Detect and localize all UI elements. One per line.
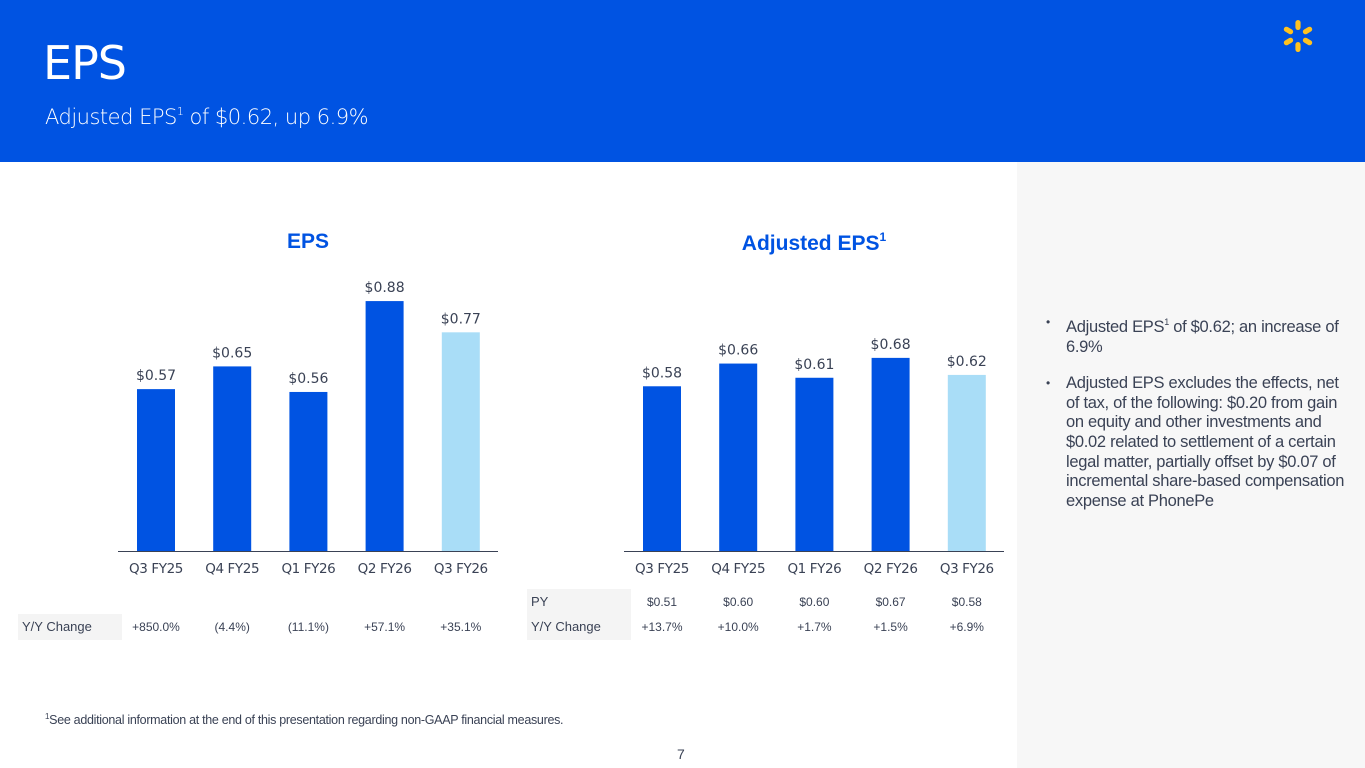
adjusted-eps-table-cell: $0.60 xyxy=(723,595,754,609)
header-banner: EPS Adjusted EPS1 of $0.62, up 6.9% xyxy=(0,0,1365,162)
eps-table-cell: (4.4%) xyxy=(214,620,250,634)
eps-table-cell: +57.1% xyxy=(364,620,406,634)
eps-table-cell: +850.0% xyxy=(132,620,180,634)
key-point-footnote-marker: 1 xyxy=(1164,317,1169,327)
adjusted-eps-x-tick-label: Q4 FY25 xyxy=(711,561,765,577)
adjusted-eps-table-row-label: PY xyxy=(531,594,549,609)
eps-x-tick-label: Q1 FY26 xyxy=(281,561,335,577)
eps-bar xyxy=(441,332,480,551)
key-point-text-rest: of $0.62; an increase of 6.9% xyxy=(1066,318,1339,356)
spark-ray xyxy=(1283,37,1294,46)
adjusted-eps-table-cell: +1.5% xyxy=(873,620,908,634)
key-point: • Adjusted EPS1 of $0.62; an increase of … xyxy=(1046,313,1346,357)
adjusted-eps-table-cell: $0.51 xyxy=(646,595,678,609)
adjusted-eps-data-label: $0.61 xyxy=(794,357,834,373)
adjusted-eps-table-cell: +10.0% xyxy=(717,620,759,634)
eps-bar xyxy=(365,301,404,551)
eps-x-tick-label: Q3 FY25 xyxy=(129,561,183,577)
key-point: • Adjusted EPS excludes the effects, net … xyxy=(1046,374,1346,511)
subtitle-text-rest: of $0.62, up 6.9% xyxy=(183,105,369,129)
eps-bar xyxy=(213,366,252,551)
page-title: EPS xyxy=(43,36,127,90)
eps-data-label: $0.77 xyxy=(441,311,481,327)
adjusted-eps-table-cell: $0.58 xyxy=(951,595,982,609)
adjusted-eps-table-cell: +1.7% xyxy=(797,620,832,634)
spark-ray xyxy=(1283,26,1294,35)
charts-canvas: $0.57 Q3 FY25 $0.65 Q4 FY25 $0.56 Q1 FY26 $0.8… xyxy=(118,280,1004,577)
eps-chart-title-text: EPS xyxy=(286,230,330,253)
eps-table-cell: +35.1% xyxy=(440,620,482,634)
adjusted-eps-bar xyxy=(947,374,986,551)
adjusted-eps-table-cell: +13.7% xyxy=(641,620,683,634)
bullet-icon: • xyxy=(1046,376,1050,391)
key-point-text: Adjusted EPS xyxy=(1066,318,1165,336)
subtitle-footnote-marker: 1 xyxy=(176,105,184,118)
spark-ray xyxy=(1302,37,1313,46)
adjusted-eps-x-tick-label: Q2 FY26 xyxy=(864,561,918,577)
adjusted-eps-x-tick-label: Q1 FY26 xyxy=(787,561,841,577)
eps-bar xyxy=(289,391,328,551)
adjusted-eps-bar xyxy=(643,386,681,551)
eps-x-tick-label: Q3 FY26 xyxy=(434,561,488,577)
eps-table-label-background xyxy=(18,614,122,640)
bullet-icon: • xyxy=(1046,315,1050,329)
adjusted-eps-bar xyxy=(795,377,834,551)
footnote-marker: 1 xyxy=(45,712,50,721)
eps-data-label: $0.57 xyxy=(136,368,176,384)
eps-table-row-label: Y/Y Change xyxy=(22,619,92,634)
adjusted-eps-table-cell: $0.60 xyxy=(799,595,830,609)
spark-ray xyxy=(1295,42,1301,52)
eps-table-cell: (11.1%) xyxy=(287,620,329,634)
side-panel xyxy=(1017,162,1365,768)
adjusted-eps-table-label-background xyxy=(527,589,631,640)
eps-data-label: $0.56 xyxy=(288,371,328,387)
adjusted-eps-footnote-marker: 1 xyxy=(879,230,887,244)
page-subtitle: Adjusted EPS1 of $0.62, up 6.9% xyxy=(45,105,369,129)
adjusted-eps-data-label: $0.62 xyxy=(947,354,987,370)
eps-chart-title: EPS xyxy=(118,230,498,254)
eps-data-label: $0.88 xyxy=(365,280,405,296)
footnote-text: See additional information at the end of… xyxy=(49,713,564,727)
spark-icon xyxy=(1283,20,1313,52)
page-number: 7 xyxy=(677,746,685,762)
spark-ray xyxy=(1295,20,1301,30)
eps-data-label: $0.65 xyxy=(212,345,252,361)
adjusted-eps-x-tick-label: Q3 FY26 xyxy=(940,561,994,577)
key-points-list: • Adjusted EPS1 of $0.62; an increase of … xyxy=(1046,313,1346,528)
adjusted-eps-chart-title-text: Adjusted EPS xyxy=(741,232,880,255)
eps-x-tick-label: Q4 FY25 xyxy=(205,561,259,577)
adjusted-eps-table-row-label: Y/Y Change xyxy=(531,619,601,634)
spark-ray xyxy=(1302,26,1313,35)
adjusted-eps-bar xyxy=(871,357,910,551)
adjusted-eps-bar xyxy=(719,363,758,551)
adjusted-eps-x-tick-label: Q3 FY25 xyxy=(635,561,689,577)
adjusted-eps-data-label: $0.58 xyxy=(642,365,682,381)
adjusted-eps-chart-title: Adjusted EPS1 xyxy=(624,230,1004,256)
eps-x-tick-label: Q2 FY26 xyxy=(358,561,412,577)
subtitle-text: Adjusted EPS xyxy=(45,105,177,129)
adjusted-eps-table-cell: $0.67 xyxy=(875,595,906,609)
eps-bar xyxy=(137,389,175,551)
key-point-text: Adjusted EPS excludes the effects, net o… xyxy=(1066,374,1345,510)
footnote: 1See additional information at the end o… xyxy=(45,712,564,727)
adjusted-eps-data-label: $0.66 xyxy=(718,343,758,359)
adjusted-eps-data-label: $0.68 xyxy=(871,337,911,353)
adjusted-eps-table-cell: +6.9% xyxy=(949,620,984,634)
